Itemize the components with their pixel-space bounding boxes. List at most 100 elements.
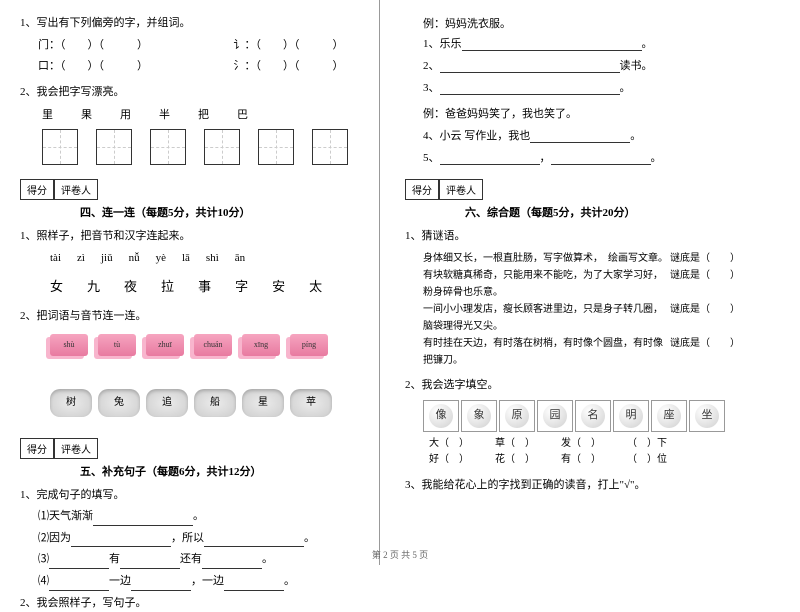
blank	[440, 153, 540, 165]
s5-l2-prefix: ⑵因为	[38, 532, 71, 544]
q1-line1-right: 讠：（ ）（ ）	[234, 39, 344, 51]
pinyin-row: tài zì jiǔ nǚ yè lā shì ān	[50, 250, 359, 268]
char-box	[258, 129, 294, 165]
q1-line2-left: 口：（ ）（ ）	[38, 60, 148, 72]
score-label: 得分	[405, 179, 439, 200]
pinyin-7: ān	[235, 250, 245, 268]
char-box	[96, 129, 132, 165]
pinyin-1: zì	[77, 250, 85, 268]
riddle-answer: 谜底是（ ）	[670, 335, 740, 369]
pinyin-0: tài	[50, 250, 61, 268]
q2-label: 2、我会把字写漂亮。	[20, 84, 359, 102]
pink-card: píng	[290, 334, 328, 356]
q1-line1-left: 门：（ ）（ ）	[38, 39, 148, 51]
r-line3: 3、。	[405, 79, 740, 95]
blank	[204, 535, 304, 547]
char-box	[42, 129, 78, 165]
gray-item: 兔	[98, 389, 140, 417]
r-l5-prefix: 5、	[423, 152, 440, 164]
pink-card: tù	[98, 334, 136, 356]
apple-char: 坐	[702, 407, 713, 425]
score-box: 得分 评卷人	[20, 179, 359, 200]
r-line1: 1、乐乐。	[405, 35, 740, 51]
riddle-text: 有时挂在天边，有时落在树梢，有时像个圆盘，有时像把镰刀。	[423, 335, 670, 369]
r-l2-prefix: 2、	[423, 60, 440, 72]
apple-box: 象	[461, 400, 497, 432]
pink-card: xīng	[242, 334, 280, 356]
s5-l1-prefix: ⑴天气渐渐	[38, 510, 93, 522]
example1: 例：妈妈洗衣服。	[405, 15, 740, 31]
char-4: 把	[198, 107, 209, 125]
r-line2: 2、 读书。	[405, 57, 740, 73]
apple-char: 座	[664, 407, 675, 425]
apple-row: 像 象 原 园 名 明 座 坐	[423, 400, 740, 432]
paren-row-2: 好（ ） 花（ ） 有（ ） （ ）位	[429, 452, 740, 468]
s6-q3-label: 3、我能给花心上的字找到正确的读音，打上"√"。	[405, 476, 740, 492]
apple-char: 园	[550, 407, 561, 425]
riddle-3: 有时挂在天边，有时落在树梢，有时像个圆盘，有时像把镰刀。 谜底是（ ）	[423, 335, 740, 369]
hanzi-6: 安	[272, 277, 285, 298]
hanzi-0: 女	[50, 277, 63, 298]
apple-char: 原	[512, 407, 523, 425]
riddle-text: 一间小小理发店，瘦长顾客进里边，只是身子转几圈，脑袋理得光又尖。	[423, 301, 670, 335]
gray-item: 船	[194, 389, 236, 417]
gray-item: 追	[146, 389, 188, 417]
blank	[93, 514, 193, 526]
question-2: 2、我会把字写漂亮。 里 果 用 半 把 巴	[20, 84, 359, 165]
example2: 例：爸爸妈妈笑了，我也笑了。	[405, 105, 740, 121]
apple-box: 明	[613, 400, 649, 432]
blank	[440, 61, 620, 73]
score-label: 得分	[20, 179, 54, 200]
gray-item: 星	[242, 389, 284, 417]
char-3: 半	[159, 107, 170, 125]
s5-l4-prefix: ⑷	[38, 575, 49, 587]
section4-q1: 1、照样子，把音节和汉字连起来。 tài zì jiǔ nǚ yè lā shì…	[20, 228, 359, 424]
section-5-title: 五、补充句子（每题6分，共计12分）	[80, 463, 359, 479]
pink-card: shù	[50, 334, 88, 356]
gray-item: 树	[50, 389, 92, 417]
paren-item: 花（ ）	[495, 452, 543, 468]
r-l4-prefix: 4、小云 写作业，我也	[423, 130, 530, 142]
blank	[49, 579, 109, 591]
paren-item: 大（ ）	[429, 436, 477, 452]
q1-line2-right: 氵：（ ）（ ）	[234, 60, 344, 72]
apple-char: 象	[474, 407, 485, 425]
hanzi-5: 字	[235, 277, 248, 298]
pinyin-2: jiǔ	[101, 250, 113, 268]
blank	[551, 153, 651, 165]
apple-char: 明	[626, 407, 637, 425]
s5-line2: ⑵因为，所以。	[20, 530, 359, 548]
link-image: shù tù zhuī chuán xīng píng 树 兔 追 船 星 苹	[50, 334, 330, 424]
right-column: 例：妈妈洗衣服。 1、乐乐。 2、读书。 3、。 例：爸爸妈妈笑了，我也笑了。 …	[380, 0, 760, 565]
q1-label: 1、写出有下列偏旁的字，并组词。	[20, 15, 359, 33]
r-line5: 5、，。	[405, 149, 740, 165]
apple-box: 园	[537, 400, 573, 432]
paren-item: 草（ ）	[495, 436, 543, 452]
paren-item: 有（ ）	[561, 452, 609, 468]
blank	[462, 39, 642, 51]
s5-l2-suffix: ，所以	[171, 532, 204, 544]
paren-item: 好（ ）	[429, 452, 477, 468]
char-box	[204, 129, 240, 165]
gray-item: 苹	[290, 389, 332, 417]
char-5: 巴	[237, 107, 248, 125]
pinyin-4: yè	[156, 250, 166, 268]
s4-q1-label: 1、照样子，把音节和汉字连起来。	[20, 228, 359, 246]
char-row: 里 果 用 半 把 巴	[42, 107, 359, 125]
s5-l4-m1: 一边	[109, 575, 131, 587]
r-l1-prefix: 1、乐乐	[423, 38, 462, 50]
blank	[71, 535, 171, 547]
section6-q2: 2、我会选字填空。 像 象 原 园 名 明 座 坐 大（ ） 草（ ） 发（ ）…	[405, 377, 740, 469]
char-2: 用	[120, 107, 131, 125]
blank	[440, 83, 620, 95]
char-0: 里	[42, 107, 53, 125]
r-l2-suffix: 读书。	[620, 60, 653, 72]
hanzi-7: 太	[309, 277, 322, 298]
hanzi-2: 夜	[124, 277, 137, 298]
apple-box: 坐	[689, 400, 725, 432]
score-box: 得分 评卷人	[20, 438, 359, 459]
riddle-2: 一间小小理发店，瘦长顾客进里边，只是身子转几圈，脑袋理得光又尖。 谜底是（ ）	[423, 301, 740, 335]
riddle-0: 身体细又长，一根直肚肠，写字做算术， 绘画写文章。 谜底是（ ）	[423, 250, 740, 267]
s6-q1-label: 1、猜谜语。	[405, 228, 740, 246]
pinyin-5: lā	[182, 250, 190, 268]
